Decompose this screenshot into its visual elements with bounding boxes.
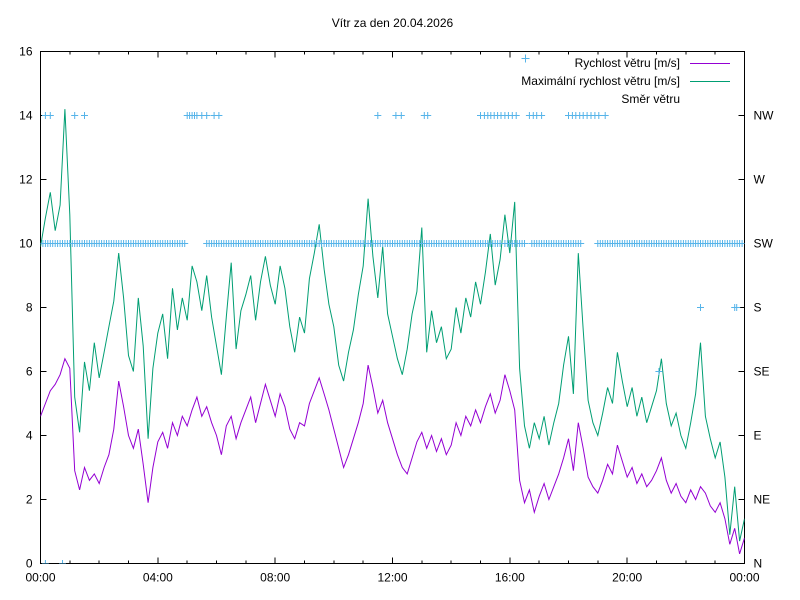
line-sample-icon — [690, 54, 730, 72]
legend: Rychlost větru [m/s] Maximální rychlost … — [521, 54, 730, 108]
legend-label: Maximální rychlost větru [m/s] — [521, 74, 680, 88]
y-left-tick-label: 10 — [19, 237, 33, 251]
y-left-tick-label: 12 — [19, 173, 33, 187]
y-left-tick-label: 0 — [26, 557, 33, 571]
y-right-compass-label: E — [754, 429, 762, 443]
y-left-tick-label: 2 — [26, 493, 33, 507]
y-left-tick-label: 16 — [19, 45, 33, 59]
line-sample-icon — [690, 72, 730, 90]
y-right-compass-label: SW — [754, 237, 774, 251]
x-tick-label: 00:00 — [729, 571, 759, 585]
y-right-compass-label: SE — [754, 365, 770, 379]
legend-item-wind-direction: Směr větru — [521, 54, 730, 108]
y-left-tick-label: 8 — [26, 301, 33, 315]
y-left-tick-label: 6 — [26, 365, 33, 379]
y-right-compass-label: NW — [754, 109, 775, 123]
series-max-wind-speed — [40, 109, 745, 542]
y-right-compass-label: NE — [754, 493, 771, 507]
y-right-compass-label: S — [754, 301, 762, 315]
chart-title: Vítr za den 20.04.2026 — [331, 16, 454, 30]
legend-item-max-wind-speed: Maximální rychlost větru [m/s] — [521, 72, 730, 90]
x-tick-label: 20:00 — [612, 571, 642, 585]
legend-item-wind-speed: Rychlost větru [m/s] — [521, 54, 730, 72]
wind-direction-markers — [40, 112, 745, 564]
series-wind-speed — [40, 357, 745, 555]
x-tick-label: 04:00 — [143, 571, 173, 585]
legend-label: Směr větru — [621, 92, 680, 106]
x-tick-label: 08:00 — [260, 571, 290, 585]
legend-label: Rychlost větru [m/s] — [574, 56, 680, 70]
y-left-tick-label: 4 — [26, 429, 33, 443]
x-tick-label: 00:00 — [25, 571, 55, 585]
x-tick-label: 12:00 — [377, 571, 407, 585]
y-left-tick-label: 14 — [19, 109, 33, 123]
plus-marker-icon — [521, 54, 730, 108]
y-right-compass-label: N — [754, 557, 763, 571]
y-right-compass-label: W — [754, 173, 766, 187]
x-tick-label: 16:00 — [495, 571, 525, 585]
